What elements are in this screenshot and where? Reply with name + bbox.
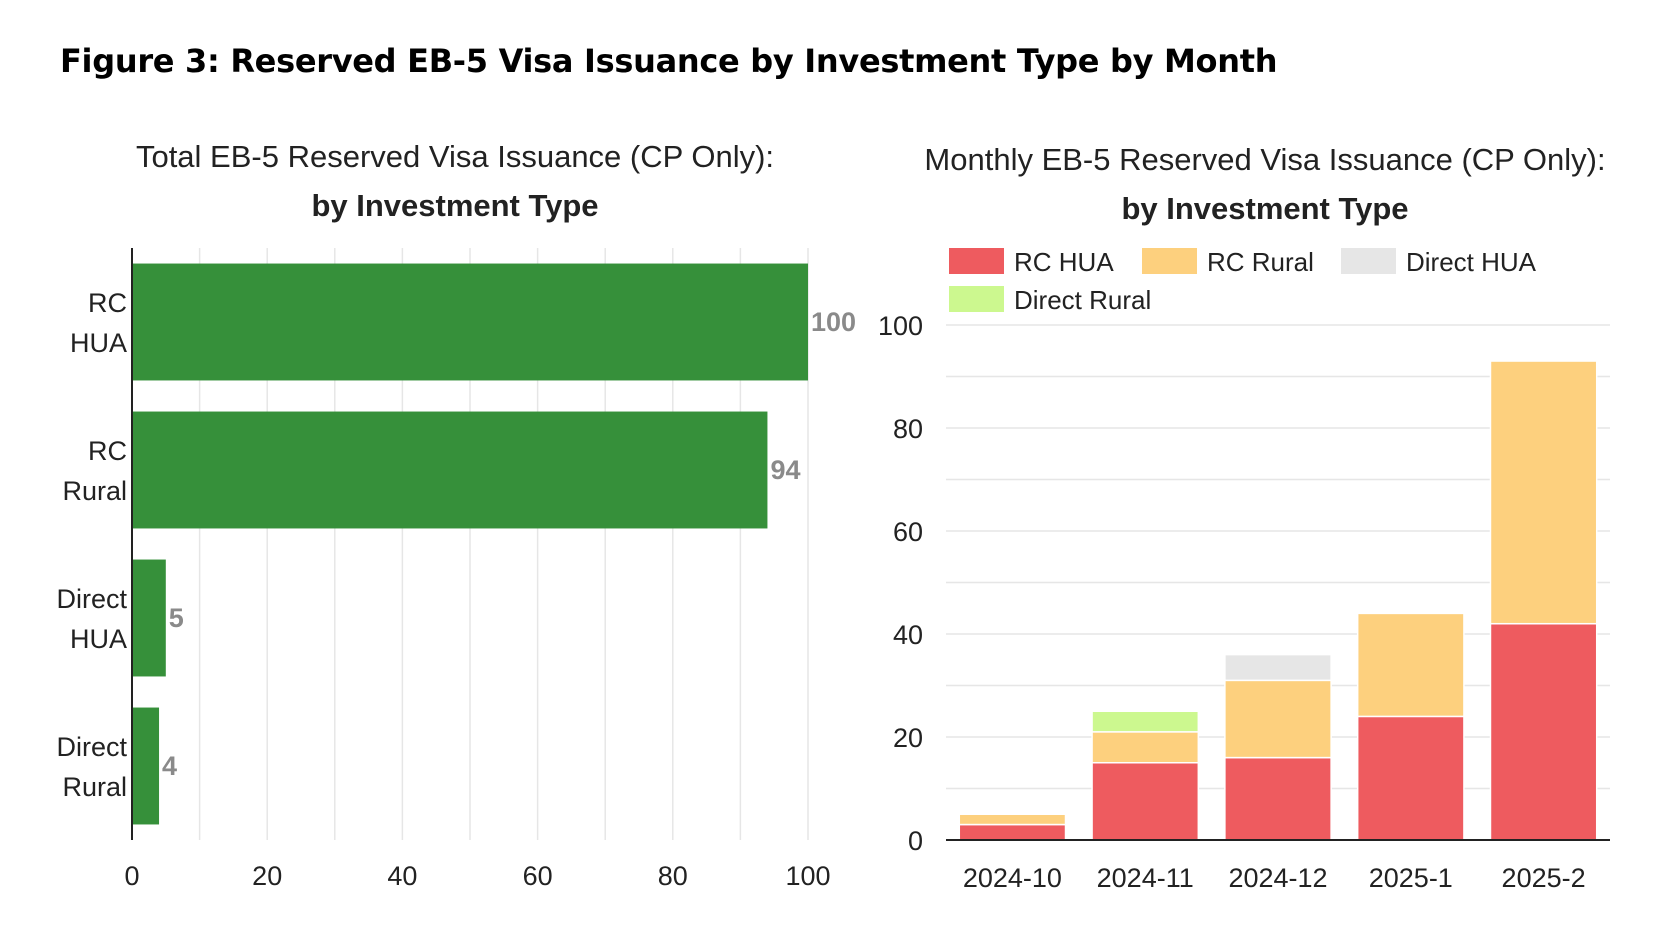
right-bar-segment xyxy=(1091,762,1200,841)
right-bar-segment xyxy=(958,813,1067,826)
left-chart-title: Total EB-5 Reserved Visa Issuance (CP On… xyxy=(90,132,820,230)
right-bar-segment xyxy=(1091,710,1200,733)
legend-label: RC Rural xyxy=(1207,247,1314,277)
right-stacked-bar-chart: 2024-10 2024-11 2024-12 2025-1 2025-2 0 20 40 60… xyxy=(878,247,1610,893)
legend-label: RC HUA xyxy=(1014,247,1114,277)
left-chart-subtitle: by Investment Type xyxy=(311,188,599,223)
left-bar xyxy=(132,559,166,677)
right-y-tick-label: 60 xyxy=(893,517,923,547)
legend-swatch xyxy=(949,248,1004,274)
right-bar-segment xyxy=(1356,715,1465,841)
left-x-tick-label: 20 xyxy=(252,861,282,891)
figure-title: Figure 3: Reserved EB-5 Visa Issuance by… xyxy=(60,42,1278,80)
right-y-tick-label: 80 xyxy=(893,414,923,444)
right-bar-segment xyxy=(1224,756,1332,841)
right-bar-segment xyxy=(958,823,1067,841)
left-x-tick-label: 0 xyxy=(124,861,139,891)
left-x-tick-label: 80 xyxy=(658,861,688,891)
right-x-tick-label: 2024-12 xyxy=(1228,863,1327,893)
left-category-label: Direct xyxy=(56,584,127,614)
right-bar-segment xyxy=(1091,731,1200,764)
left-category-label: Rural xyxy=(62,476,127,506)
legend-swatch xyxy=(949,286,1004,312)
left-category-label: RC xyxy=(88,436,127,466)
left-category-label: HUA xyxy=(70,624,127,654)
right-bar-segment xyxy=(1356,612,1465,718)
left-bar-value-label: 4 xyxy=(162,751,177,781)
left-category-label: Direct xyxy=(56,732,127,762)
right-bar-segment xyxy=(1489,622,1598,841)
right-chart-subtitle: by Investment Type xyxy=(1121,191,1409,226)
left-bar-chart: 100 RC HUA 94 RC Rural 5 Direct HUA 4 Direct Rural 0… xyxy=(56,248,856,891)
left-bar-value-label: 94 xyxy=(770,455,800,485)
left-x-tick-label: 60 xyxy=(523,861,553,891)
right-x-tick-label: 2024-10 xyxy=(963,863,1062,893)
left-bar-value-label: 5 xyxy=(169,603,184,633)
legend-swatch xyxy=(1142,248,1197,274)
legend-label: Direct HUA xyxy=(1406,247,1537,277)
left-bar xyxy=(132,411,768,529)
right-x-tick-label: 2025-2 xyxy=(1502,863,1586,893)
left-chart-title-main: Total EB-5 Reserved Visa Issuance (CP On… xyxy=(135,139,775,174)
right-chart-title-main: Monthly EB-5 Reserved Visa Issuance (CP … xyxy=(924,142,1606,177)
right-chart-title: Monthly EB-5 Reserved Visa Issuance (CP … xyxy=(900,135,1630,233)
right-bar-segment xyxy=(1224,653,1332,682)
left-x-tick-label: 100 xyxy=(785,861,830,891)
right-bar-segment xyxy=(1489,360,1598,625)
right-y-tick-label: 100 xyxy=(878,311,923,341)
left-category-label: RC xyxy=(88,288,127,318)
left-category-label: HUA xyxy=(70,328,127,358)
left-bar-value-label: 100 xyxy=(811,307,856,337)
right-x-tick-label: 2024-11 xyxy=(1097,863,1194,893)
left-category-label: Rural xyxy=(62,772,127,802)
legend-label: Direct Rural xyxy=(1014,285,1151,315)
left-bar xyxy=(132,263,808,381)
right-bar-segment xyxy=(1224,679,1332,759)
right-y-tick-label: 20 xyxy=(893,723,923,753)
right-y-tick-label: 40 xyxy=(893,620,923,650)
right-x-tick-label: 2025-1 xyxy=(1369,863,1453,893)
left-x-tick-label: 40 xyxy=(387,861,417,891)
legend-swatch xyxy=(1341,248,1396,274)
right-y-tick-label: 0 xyxy=(908,826,923,856)
left-bar xyxy=(132,707,160,825)
